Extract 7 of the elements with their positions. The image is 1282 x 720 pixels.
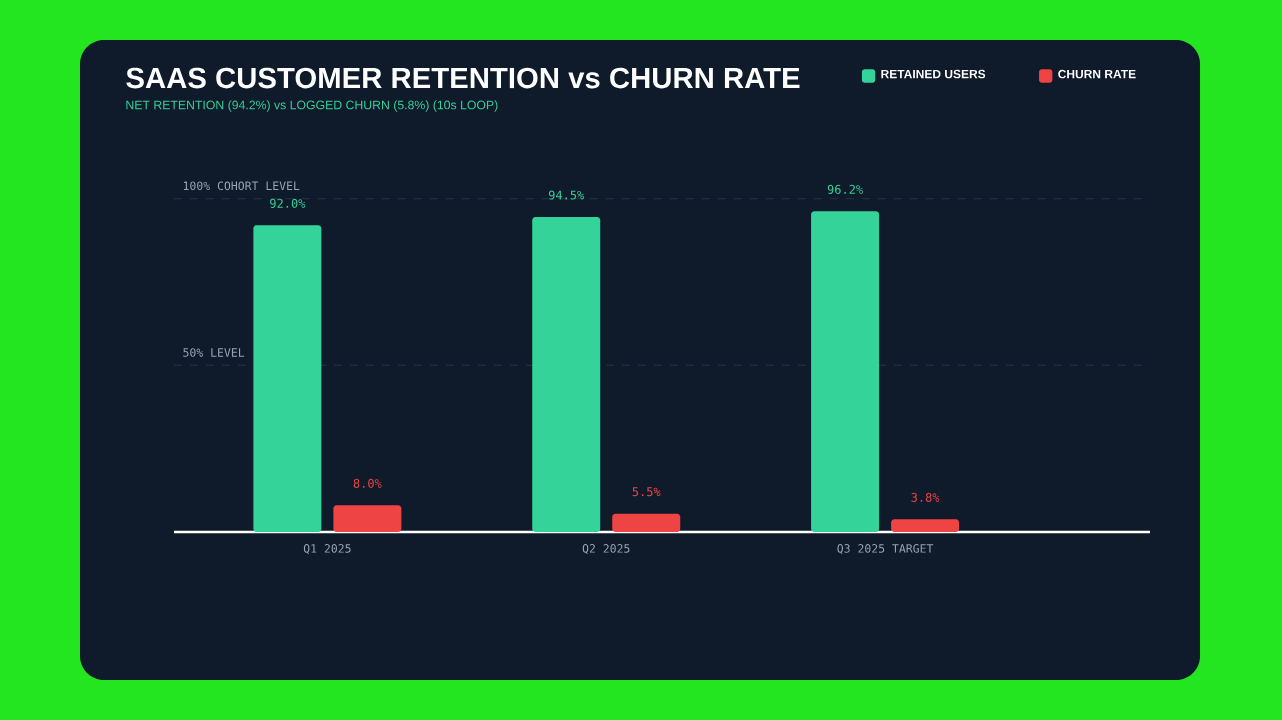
bar <box>532 216 601 532</box>
bar <box>612 513 681 532</box>
bar <box>253 225 322 532</box>
bar <box>333 505 402 532</box>
bar <box>811 211 880 532</box>
bar <box>891 519 960 532</box>
chart-title: SAAS CUSTOMER RETENTION vs CHURN RATE <box>126 67 800 89</box>
